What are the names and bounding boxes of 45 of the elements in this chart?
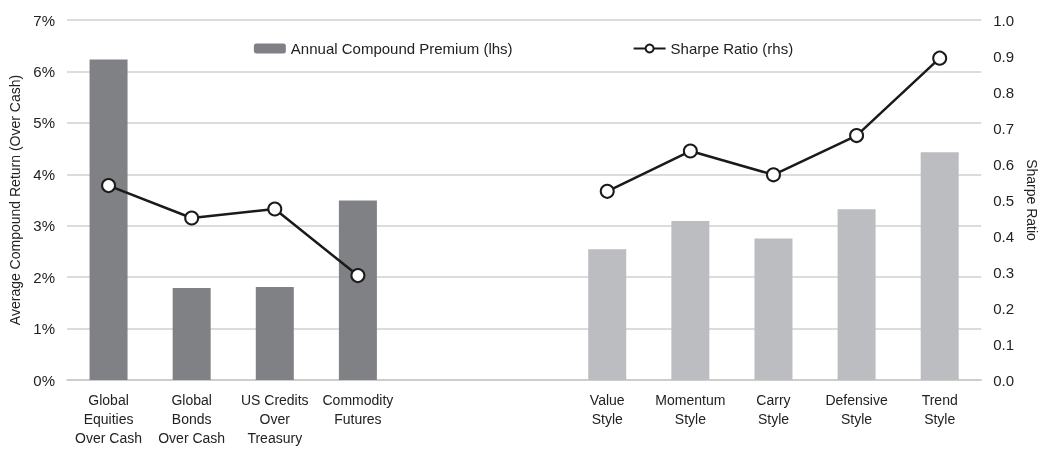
y2-tick-label: 0.0 <box>993 371 1015 389</box>
y2-tick-label: 0.8 <box>993 83 1015 101</box>
y2-tick-label: 1.0 <box>993 11 1015 29</box>
point <box>267 201 283 217</box>
x-tick-label: Global Bonds Over Cash <box>158 391 226 446</box>
point <box>765 167 781 183</box>
y-axis-title: Average Compound Return (Over Cash) <box>7 74 23 326</box>
legend-label: Sharpe Ratio (rhs) <box>670 40 794 57</box>
bar <box>338 200 377 380</box>
x-tick-label: Commodity Futures <box>322 391 394 427</box>
y-tick-label: 6% <box>33 62 55 80</box>
y-tick-label: 5% <box>33 114 55 132</box>
y-tick-label: 7% <box>33 11 55 29</box>
y2-tick-label: 0.6 <box>993 155 1015 173</box>
x-tick-label: Defensive Style <box>825 391 888 427</box>
y-tick-label: 1% <box>33 320 55 338</box>
y2-axis-title: Sharpe Ratio <box>1024 159 1040 242</box>
x-tick-label: Carry Style <box>756 391 791 427</box>
y-tick-label: 2% <box>33 268 55 286</box>
x-tick-label: Global Equities Over Cash <box>75 391 143 446</box>
legend-label: Annual Compound Premium (lhs) <box>290 40 513 57</box>
y2-tick-label: 0.4 <box>993 227 1015 245</box>
y-tick-label: 4% <box>33 165 55 183</box>
point <box>184 210 200 226</box>
y-tick-label: 3% <box>33 217 55 235</box>
y2-tick-label: 0.7 <box>993 119 1015 137</box>
y-tick-label: 0% <box>33 371 55 389</box>
y2-tick-label: 0.1 <box>993 335 1015 353</box>
point <box>682 143 698 159</box>
x-tick-label: Value Style <box>589 391 625 427</box>
x-tick-label: Trend Style <box>921 391 958 427</box>
point <box>932 50 948 66</box>
y2-tick-label: 0.9 <box>993 47 1015 65</box>
y2-tick-label: 0.2 <box>993 299 1015 317</box>
bar <box>89 59 128 380</box>
point <box>101 178 117 194</box>
point <box>849 128 865 144</box>
bar <box>255 286 294 380</box>
point <box>599 183 615 199</box>
x-tick-label: Momentum Style <box>655 391 726 427</box>
point <box>350 268 366 284</box>
y2-tick-label: 0.3 <box>993 263 1015 281</box>
y2-tick-label: 0.5 <box>993 191 1015 209</box>
bar <box>172 287 211 380</box>
x-tick-label: US Credits Over Treasury <box>240 391 309 446</box>
